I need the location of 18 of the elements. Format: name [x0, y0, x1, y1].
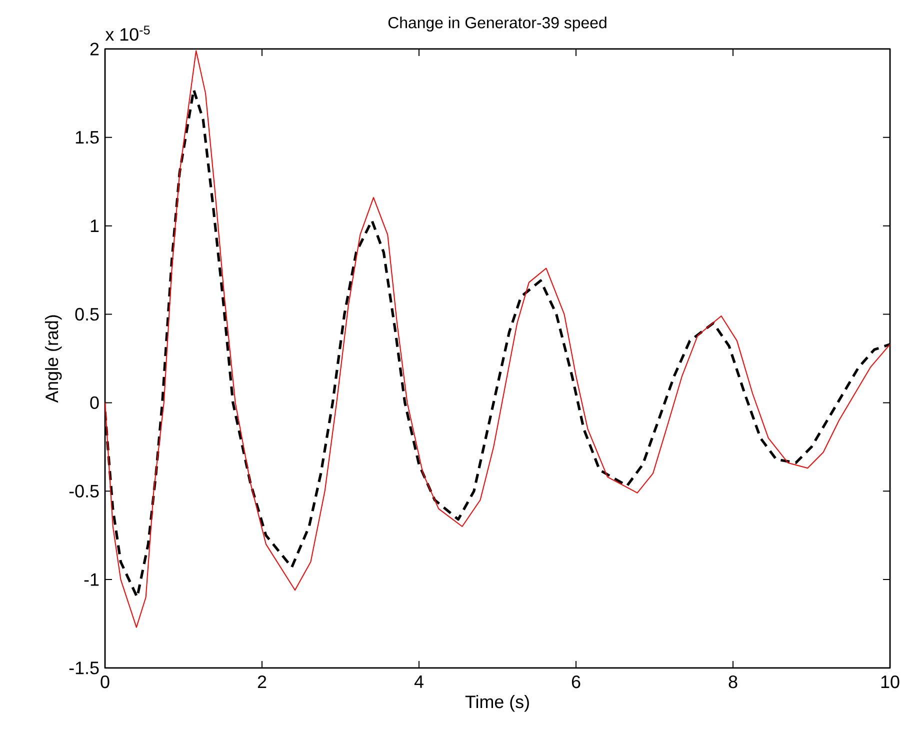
- y-tick-label: 1: [90, 220, 99, 232]
- y-tick-label: -0.5: [69, 484, 99, 498]
- x-tick-label: 4: [414, 676, 424, 688]
- x-tick-label: 2: [258, 675, 266, 688]
- y-tick-label: -1: [84, 573, 99, 586]
- y-tick-label: -1.5: [69, 662, 99, 674]
- y-tick-label: 0.5: [75, 308, 99, 321]
- x-tick-label: 8: [728, 675, 738, 688]
- x-tick-label: 0: [100, 675, 110, 688]
- x-tick-label: 10: [881, 675, 900, 688]
- y-axis-title: Angle (rad): [45, 315, 62, 403]
- y-tick-label: 2: [90, 42, 99, 56]
- y-tick-label: 1.5: [76, 131, 99, 144]
- y-tick-label: 0: [90, 396, 99, 410]
- text: x 10$^{-5}$: [105, 26, 150, 41]
- chart-title: Change in Generator-39 speed: [388, 16, 606, 32]
- x-tick-label: 6: [572, 675, 580, 688]
- x-axis-title: Time (s): [465, 695, 529, 712]
